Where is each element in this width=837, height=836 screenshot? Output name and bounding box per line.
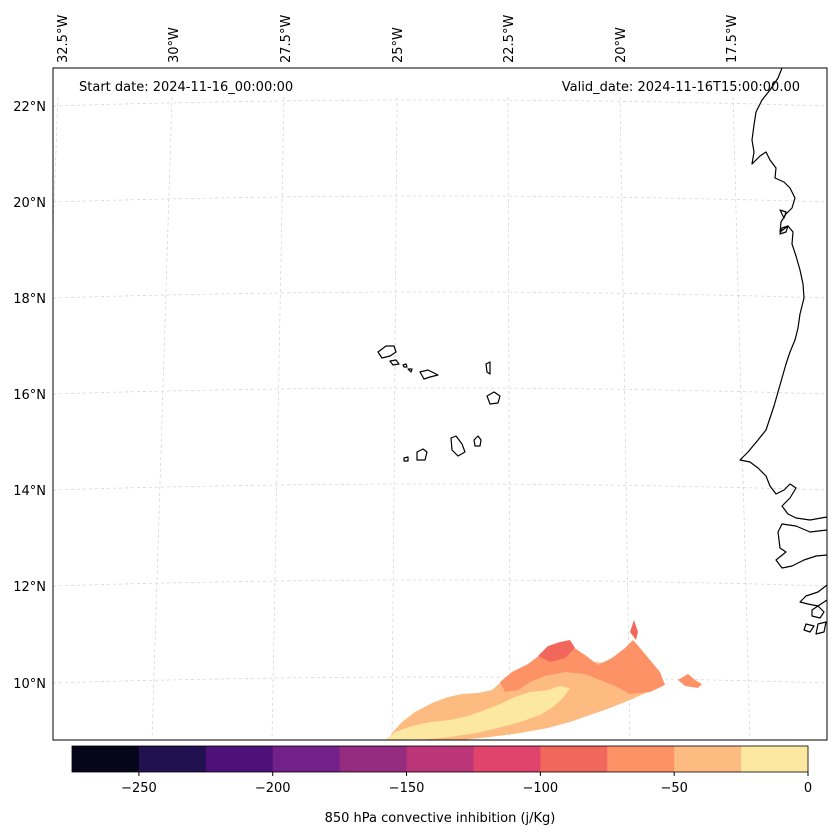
colorbar-tick-label: −150 (389, 781, 425, 796)
colorbar-swatch (741, 746, 809, 772)
colorbar-ticks: −250 −200 −150 −100 −50 0 (121, 772, 812, 796)
lon-label: 27.5°W (279, 15, 294, 63)
colorbar-swatch (339, 746, 408, 772)
lat-label: 10°N (13, 677, 46, 692)
cin-contour-band-red (538, 640, 575, 662)
lat-label: 18°N (13, 292, 46, 307)
valid-date-label: Valid_date: 2024-11-16T15:00:00.00 (562, 80, 800, 95)
guinea-coast (803, 605, 827, 635)
colorbar-swatch (72, 746, 140, 772)
colorbar-tick-label: −50 (660, 781, 687, 796)
graticule (52, 96, 828, 741)
west-africa-coastline (739, 67, 828, 521)
lon-label: 22.5°W (502, 15, 517, 63)
lat-label: 14°N (13, 484, 46, 499)
lon-label: 30°W (167, 27, 182, 63)
lon-label: 17.5°W (725, 15, 740, 63)
lon-label: 32.5°W (56, 15, 71, 63)
colorbar-swatch (473, 746, 541, 772)
longitude-labels: 32.5°W 30°W 27.5°W 25°W 22.5°W 20°W 17.5… (56, 15, 740, 63)
map-panel: Start date: 2024-11-16_00:00:00 Valid_da… (13, 15, 828, 741)
cin-contour-band-pale-yellow (385, 686, 570, 740)
colorbar-tick-label: −100 (523, 781, 559, 796)
lon-label: 20°W (614, 27, 629, 63)
lat-label: 22°N (13, 100, 46, 115)
cin-contour-band-orange-east (678, 674, 702, 688)
colorbar: −250 −200 −150 −100 −50 0 850 hPa convective … (71, 745, 812, 826)
latitude-labels: 22°N 20°N 18°N 16°N 14°N 12°N 10°N (13, 100, 46, 692)
lat-label: 20°N (13, 196, 46, 211)
colorbar-swatch (272, 746, 341, 772)
cin-contour-band-red-2 (630, 620, 638, 640)
map-frame (52, 67, 828, 741)
west-africa-coastline-south (775, 523, 828, 569)
cin-contours (385, 620, 702, 740)
lat-label: 12°N (13, 580, 46, 595)
colorbar-swatch (406, 746, 474, 772)
lon-label: 25°W (391, 27, 406, 63)
colorbar-swatch (138, 746, 207, 772)
colorbar-tick-label: 0 (804, 781, 812, 796)
colorbar-tick-label: −200 (255, 781, 291, 796)
cape-verde-islands (377, 345, 501, 462)
colorbar-swatch (607, 746, 675, 772)
colorbar-swatch (540, 746, 608, 772)
coastlines (739, 67, 828, 635)
colorbar-swatches (72, 746, 809, 772)
colorbar-frame (71, 745, 809, 773)
cin-contour-band-orange (500, 640, 665, 694)
start-date-label: Start date: 2024-11-16_00:00:00 (79, 80, 293, 95)
colorbar-label: 850 hPa convective inhibition (j/Kg) (325, 811, 556, 826)
colorbar-swatch (674, 746, 742, 772)
lat-label: 16°N (13, 388, 46, 403)
colorbar-swatch (205, 746, 274, 772)
colorbar-tick-label: −250 (121, 781, 157, 796)
